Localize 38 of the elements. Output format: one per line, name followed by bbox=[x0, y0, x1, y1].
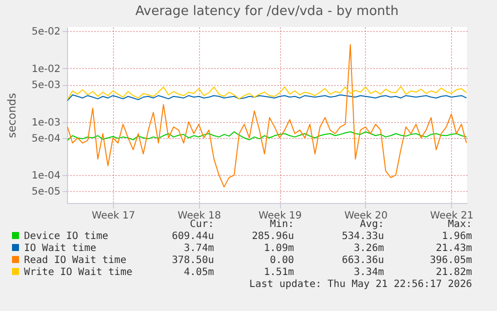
line-series bbox=[67, 131, 467, 141]
text: Avg: bbox=[360, 219, 384, 230]
text: Cur: bbox=[188, 219, 214, 231]
chart-title: Average latency for /dev/vda - by month bbox=[135, 4, 399, 20]
text: 396.05m bbox=[428, 255, 472, 267]
legend-label: Write IO Wait time bbox=[23, 267, 134, 279]
y-axis-title: seconds bbox=[6, 92, 19, 138]
line-series bbox=[67, 44, 467, 188]
y-tick-label: 5e-04 bbox=[32, 133, 60, 144]
text: 663.36u bbox=[340, 255, 384, 267]
text: 378.50u bbox=[170, 255, 214, 267]
text: 0.00 bbox=[268, 255, 294, 267]
text: 21.82m bbox=[434, 267, 472, 279]
text: 3.74m bbox=[182, 243, 214, 255]
text: 609.44u bbox=[170, 231, 214, 243]
legend-label: Device IO time bbox=[23, 231, 110, 243]
text: 4.05m bbox=[182, 267, 214, 279]
text: 534.33u bbox=[340, 231, 384, 243]
x-tick-label: Week 17 bbox=[92, 210, 136, 222]
text: 3.34m bbox=[352, 267, 384, 279]
y-tick-label: 1e-02 bbox=[32, 64, 60, 75]
text: 285.96u bbox=[250, 231, 294, 243]
text: 21.43m bbox=[434, 243, 472, 255]
y-tick-label: 1e-03 bbox=[32, 117, 60, 128]
text: Min: bbox=[270, 219, 294, 230]
y-tick-label: 5e-02 bbox=[32, 26, 60, 38]
text: Max: bbox=[448, 219, 472, 230]
y-tick-label: 5e-03 bbox=[32, 80, 60, 92]
text: 3.26m bbox=[352, 243, 384, 255]
text: 1.51m bbox=[262, 267, 294, 279]
y-tick-label: 1e-04 bbox=[32, 170, 60, 182]
line-series bbox=[67, 86, 467, 100]
text: Last update: Thu May 21 22:56:17 2026 bbox=[248, 279, 472, 291]
legend-label: IO Wait time bbox=[23, 243, 98, 255]
text: 1.96m bbox=[440, 231, 472, 243]
legend-label: Read IO Wait time bbox=[23, 255, 128, 267]
y-tick-label: 5e-05 bbox=[32, 186, 60, 198]
text: 1.09m bbox=[262, 243, 294, 255]
